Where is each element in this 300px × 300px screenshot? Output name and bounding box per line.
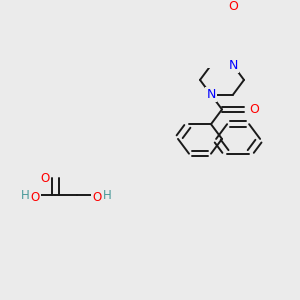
Text: O: O bbox=[249, 103, 259, 116]
Text: N: N bbox=[228, 59, 238, 72]
Text: H: H bbox=[103, 189, 111, 202]
Text: O: O bbox=[228, 0, 238, 13]
Text: O: O bbox=[40, 172, 50, 185]
Text: H: H bbox=[21, 189, 29, 202]
Text: O: O bbox=[30, 190, 40, 203]
Text: N: N bbox=[206, 88, 216, 101]
Text: O: O bbox=[92, 190, 102, 203]
